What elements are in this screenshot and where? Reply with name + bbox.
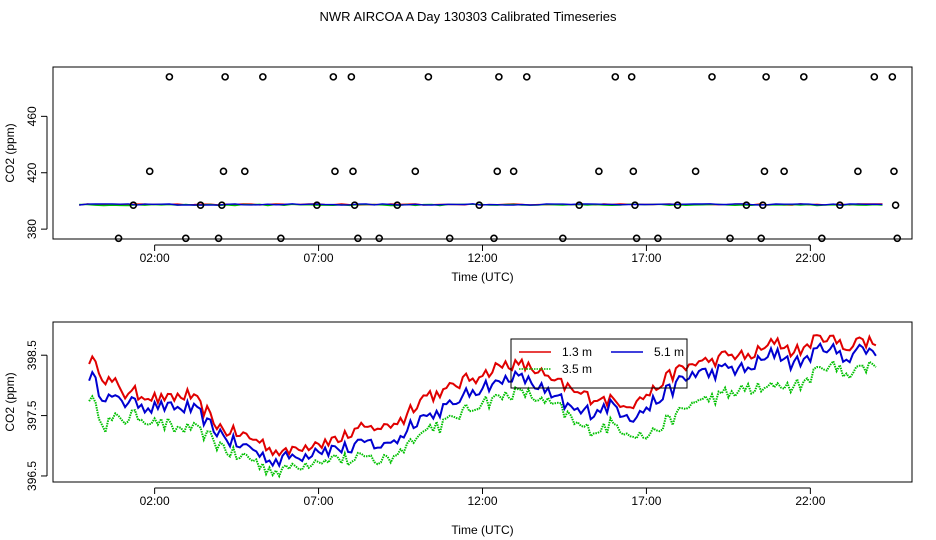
legend-label: 3.5 m xyxy=(562,362,592,376)
data-point xyxy=(424,73,433,81)
data-point xyxy=(329,73,338,81)
data-point xyxy=(277,234,285,243)
data-point xyxy=(629,167,638,176)
x-tick-label: 12:00 xyxy=(467,251,497,265)
data-point xyxy=(219,167,228,176)
y-tick-label: 380 xyxy=(25,219,39,239)
data-point xyxy=(221,73,229,81)
data-point xyxy=(726,234,734,243)
data-point xyxy=(893,234,902,243)
data-point xyxy=(891,201,900,209)
data-point xyxy=(632,234,641,243)
bottom-plot-area: 02:00 07:00 12:00 17:00 22:00 Time (UTC) 396.5… xyxy=(3,334,877,537)
data-point xyxy=(145,167,154,176)
data-point xyxy=(854,167,862,176)
data-point xyxy=(757,234,765,243)
x-tick-label: 02:00 xyxy=(140,251,170,265)
top-plot-frame xyxy=(52,66,913,240)
data-point xyxy=(493,167,502,176)
data-point xyxy=(196,201,205,209)
bottom-plot-frame xyxy=(52,321,913,483)
data-point xyxy=(888,73,897,81)
data-point xyxy=(708,73,716,81)
data-point xyxy=(181,234,190,243)
series-line-51m xyxy=(88,341,877,469)
data-point xyxy=(411,167,420,176)
data-point xyxy=(673,201,682,209)
data-point xyxy=(870,73,879,81)
legend-box xyxy=(510,338,688,389)
data-point xyxy=(595,167,603,176)
data-point xyxy=(559,234,567,243)
chart-title: NWR AIRCOA A Day 130303 Calibrated Times… xyxy=(319,9,617,24)
legend-label: 1.3 m xyxy=(562,345,592,359)
y-tick-label: 396.5 xyxy=(25,461,39,491)
data-point xyxy=(800,73,808,81)
series-line-13m xyxy=(88,334,877,458)
data-point xyxy=(522,73,531,81)
x-tick-label: 12:00 xyxy=(467,494,497,508)
y-tick-label: 398.5 xyxy=(25,340,39,370)
data-point xyxy=(129,201,138,209)
data-point xyxy=(631,201,639,209)
data-point xyxy=(214,234,223,243)
data-point xyxy=(509,167,518,176)
data-point xyxy=(114,234,123,243)
data-point xyxy=(331,167,339,176)
legend-label: 5.1 m xyxy=(654,345,684,359)
data-point xyxy=(836,201,844,209)
data-point xyxy=(759,201,767,209)
data-point xyxy=(475,201,484,209)
data-point xyxy=(393,201,402,209)
x-tick-label: 02:00 xyxy=(140,494,170,508)
data-point xyxy=(818,234,826,243)
x-tick-label: 22:00 xyxy=(795,251,825,265)
data-point xyxy=(611,73,620,81)
x-tick-label: 07:00 xyxy=(304,494,334,508)
data-point xyxy=(347,73,356,81)
data-point xyxy=(240,167,249,176)
data-point xyxy=(259,73,267,81)
data-point xyxy=(375,234,384,243)
data-point xyxy=(218,201,226,209)
x-tick-label: 07:00 xyxy=(304,251,334,265)
data-point xyxy=(445,234,454,243)
y-tick-label: 460 xyxy=(25,106,39,126)
top-plot-area: 02:00 07:00 12:00 17:00 22:00 Time (UTC) 380 42… xyxy=(3,73,902,284)
data-point xyxy=(627,73,636,81)
series-line-35m xyxy=(88,359,877,479)
y-tick-label: 397.5 xyxy=(25,400,39,430)
data-point xyxy=(780,167,788,176)
y-axis-label: CO2 (ppm) xyxy=(3,123,17,182)
data-point xyxy=(654,234,662,243)
x-tick-label: 17:00 xyxy=(631,251,661,265)
x-axis-label: Time (UTC) xyxy=(451,270,513,284)
y-axis-label: CO2 (ppm) xyxy=(3,372,17,431)
data-point xyxy=(890,167,898,176)
data-point xyxy=(490,234,498,243)
data-point xyxy=(165,73,174,81)
y-tick-label: 420 xyxy=(25,162,39,182)
data-point xyxy=(760,167,769,176)
data-point xyxy=(495,73,503,81)
data-point xyxy=(350,201,359,209)
data-point xyxy=(354,234,362,243)
data-point xyxy=(742,201,751,209)
data-point xyxy=(691,167,700,176)
x-tick-label: 17:00 xyxy=(631,494,661,508)
x-axis-label: Time (UTC) xyxy=(451,523,513,537)
x-tick-label: 22:00 xyxy=(795,494,825,508)
data-point xyxy=(349,167,357,176)
data-point xyxy=(575,201,584,209)
data-point xyxy=(762,73,770,81)
data-point xyxy=(313,201,321,209)
